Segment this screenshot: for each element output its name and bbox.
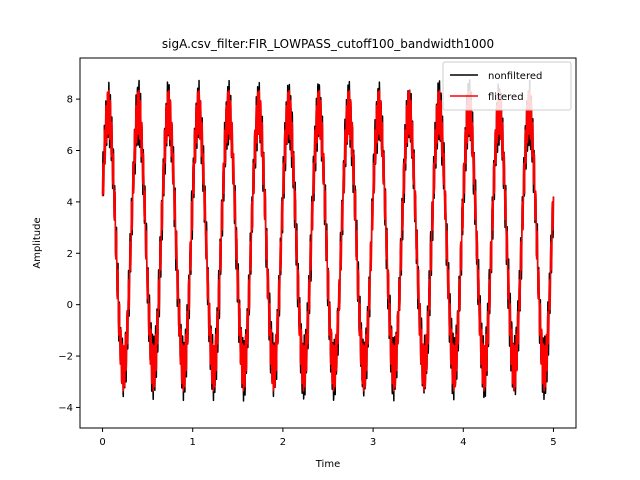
x-tick-label: 0 [99,437,105,448]
y-tick-label: 0 [67,300,73,311]
legend-label-nonfiltered: nonfiltered [488,71,542,82]
x-axis: 0 1 2 3 4 5 [99,428,557,448]
y-tick-label: −4 [58,403,73,414]
y-tick-label: 8 [67,95,73,106]
x-tick-label: 5 [550,437,556,448]
x-tick-label: 3 [370,437,376,448]
axes-frame [79,57,577,429]
y-axis: −4 −2 0 2 4 6 8 [58,95,80,414]
series-layer [101,79,555,402]
x-axis-label: Time [315,459,340,470]
y-axis-label: Amplitude [32,217,43,268]
plot-area [79,57,577,429]
y-tick-label: 6 [67,146,73,157]
chart-title: sigA.csv_filter:FIR_LOWPASS_cutoff100_ba… [162,37,494,51]
x-tick-label: 2 [280,437,286,448]
y-tick-label: 4 [67,197,73,208]
legend: nonfiltered flitered [442,61,572,111]
legend-label-flitered: flitered [488,92,524,103]
y-tick-label: −2 [58,352,73,363]
x-tick-label: 4 [460,437,466,448]
legend-box [442,61,572,111]
y-tick-label: 2 [67,249,73,260]
series-line-flitered [101,89,555,392]
x-tick-label: 1 [190,437,196,448]
